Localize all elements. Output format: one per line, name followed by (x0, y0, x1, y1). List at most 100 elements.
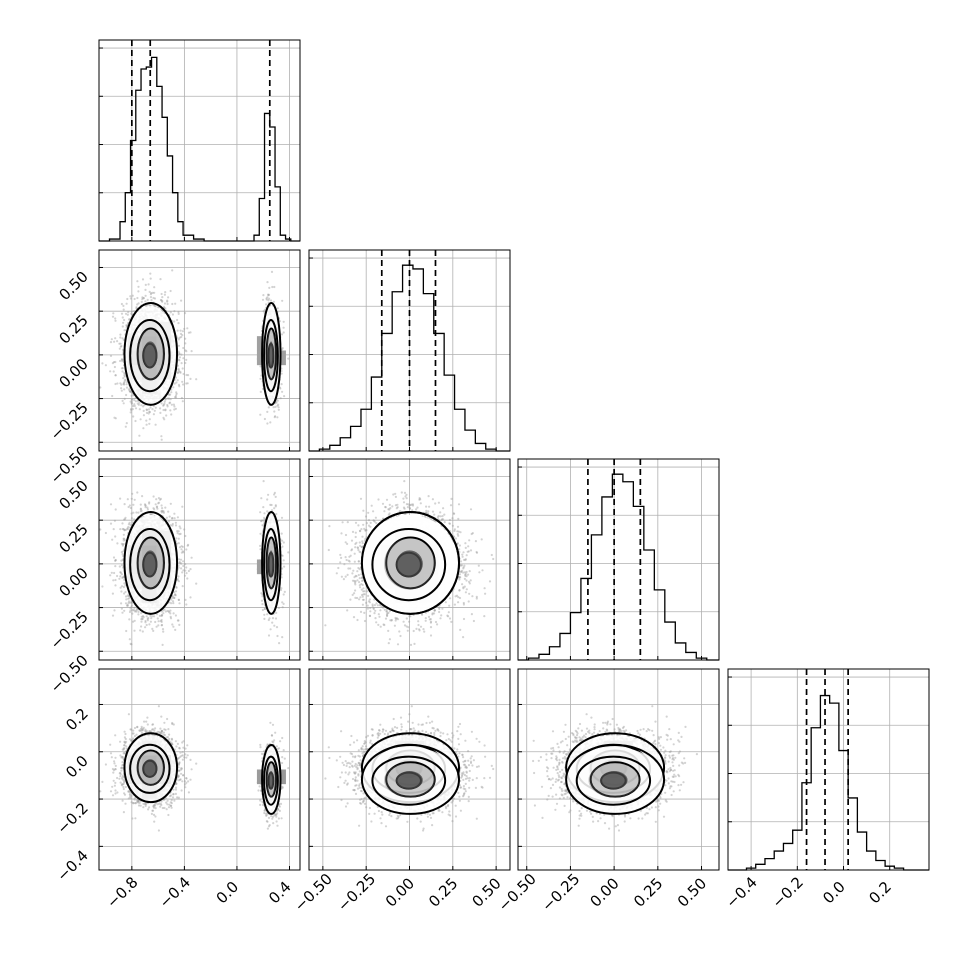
sample-point (166, 403, 169, 407)
sample-point (99, 386, 102, 389)
sample-point (126, 313, 129, 316)
panel-frame (98, 39, 301, 242)
sample-point (151, 408, 154, 411)
sample-point (164, 408, 167, 411)
sample-point (126, 297, 129, 301)
sample-point (179, 329, 182, 332)
x-tick-label: 0.0 (819, 878, 849, 908)
sample-point (185, 373, 188, 377)
sample-point (125, 386, 129, 389)
sample-point (116, 382, 119, 385)
sample-point (281, 390, 284, 393)
sample-point (119, 497, 122, 500)
sample-point (269, 421, 272, 424)
sample-point (154, 406, 157, 409)
sample-point (265, 298, 268, 301)
sample-point (130, 310, 133, 313)
sample-point (168, 401, 172, 404)
sample-point (177, 598, 180, 602)
sample-point (112, 370, 115, 373)
sample-point (124, 590, 127, 594)
sample-point (149, 272, 152, 275)
sample-point (116, 340, 119, 343)
sample-point (129, 411, 132, 414)
sample-point (114, 317, 117, 320)
sample-point (123, 582, 126, 585)
sample-point (159, 411, 162, 414)
panel-content (99, 459, 300, 660)
sample-point (145, 419, 148, 422)
sample-point (141, 296, 144, 299)
sample-point (173, 408, 176, 411)
sample-point (273, 410, 276, 413)
sample-point (153, 297, 157, 300)
sample-point (269, 299, 273, 302)
sample-point (184, 342, 187, 345)
sample-point (189, 377, 192, 380)
sample-point (122, 321, 125, 324)
sample-point (276, 307, 279, 310)
sample-point (123, 380, 126, 383)
sample-point (121, 399, 124, 402)
sample-point (137, 285, 140, 288)
sample-point (130, 398, 133, 401)
sample-point (173, 310, 176, 313)
sample-point (134, 419, 137, 423)
sample-point (171, 313, 174, 316)
hist-panel-3 (517, 458, 720, 661)
sample-point (109, 354, 113, 357)
sample-point (181, 334, 184, 337)
sample-point (121, 370, 124, 373)
sample-point (182, 372, 185, 376)
sample-point (185, 382, 188, 385)
sample-point (268, 297, 271, 300)
sample-point (136, 280, 139, 283)
sample-point (147, 412, 150, 415)
sample-point (124, 425, 127, 428)
sample-point (266, 281, 269, 284)
sample-point (133, 398, 136, 402)
sample-point (145, 411, 149, 414)
sample-point (181, 330, 184, 333)
sample-point (159, 278, 162, 281)
sample-point (135, 306, 138, 309)
sample-point (273, 285, 276, 289)
sample-point (144, 626, 147, 629)
sample-point (123, 383, 126, 386)
sample-point (184, 337, 187, 340)
sample-point (122, 381, 125, 384)
sample-point (189, 331, 192, 334)
y-tick-label: −0.50 (47, 442, 92, 487)
sample-point (277, 406, 280, 409)
sample-point (177, 312, 180, 315)
sample-point (267, 299, 270, 302)
sample-point (147, 283, 150, 286)
sample-point (184, 361, 187, 365)
sample-point (175, 392, 178, 395)
sample-point (111, 538, 114, 541)
sample-point (282, 331, 285, 334)
sample-point (148, 290, 151, 293)
sample-point (178, 359, 181, 362)
sample-point (142, 414, 145, 417)
sample-point (133, 297, 136, 301)
sample-point (265, 297, 268, 300)
sample-point (114, 417, 117, 420)
sample-point (160, 435, 163, 438)
sample-point (130, 402, 133, 405)
sample-point (282, 559, 285, 562)
sample-point (130, 401, 133, 405)
sample-point (120, 387, 123, 390)
sample-point (136, 296, 139, 300)
sample-point (140, 404, 143, 407)
sample-point (111, 394, 114, 398)
sample-point (160, 613, 163, 617)
sample-point (175, 381, 178, 384)
sample-point (281, 347, 284, 350)
sample-point (134, 400, 137, 403)
sample-point (120, 383, 123, 386)
sample-point (178, 336, 181, 339)
sample-point (186, 327, 189, 330)
sample-point (125, 302, 128, 305)
